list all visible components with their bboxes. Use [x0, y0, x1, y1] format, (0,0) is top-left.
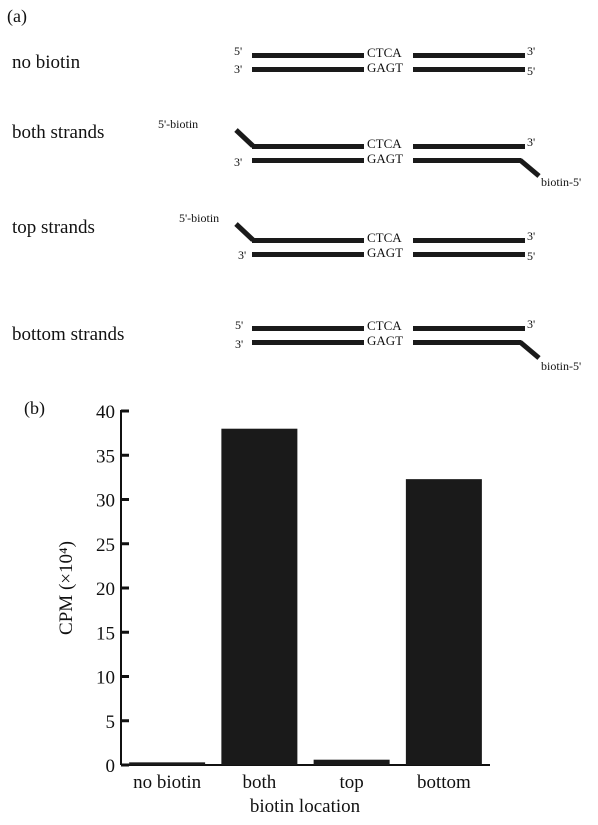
top-strand-right-end: 3': [527, 135, 536, 149]
top-strand-right-segment: [413, 326, 525, 331]
y-tick-label: 30: [96, 491, 115, 512]
bar-both: [221, 428, 298, 765]
x-tick-label: both: [242, 772, 276, 793]
panel-b-label: (b): [24, 398, 45, 419]
y-tick-label: 25: [96, 535, 115, 556]
bottom-strand-right-end: biotin-5': [541, 359, 582, 373]
y-tick-label: 20: [96, 579, 115, 600]
top-strand-sequence: CTCA: [367, 136, 402, 151]
y-tick-label: 35: [96, 446, 115, 467]
top-strand-right-end: 3': [527, 317, 536, 331]
biotin-linker-top-top: [234, 222, 255, 242]
x-tick-labels: no biotin both top bottom: [133, 772, 471, 793]
x-axis-title: biotin location: [250, 796, 361, 817]
row-label-bottom-strands: bottom strands: [12, 324, 125, 345]
bottom-strand-sequence: GAGT: [367, 333, 404, 348]
top-strand-sequence: CTCA: [367, 318, 402, 333]
bottom-strand-left-end: 3': [234, 62, 243, 76]
top-strand-left-segment: [252, 144, 364, 149]
bar-bottom: [405, 479, 482, 765]
top-strand-left-end: 5': [234, 44, 243, 58]
bottom-strand-left-end: 3': [235, 337, 244, 351]
top-strand-left-segment: [252, 326, 364, 331]
top-strand-left-segment: [252, 238, 364, 243]
top-strand-sequence: CTCA: [367, 230, 402, 245]
x-tick-label: bottom: [417, 772, 471, 793]
bottom-strand-right-segment: [413, 340, 521, 345]
biotin-linker-top-both: [234, 128, 255, 148]
top-strand-right-segment: [413, 144, 525, 149]
y-tick-label: 15: [96, 623, 115, 644]
bars: [129, 428, 482, 765]
y-tick-label: 10: [96, 668, 115, 689]
x-tick-label: top: [339, 772, 363, 793]
panel-a-label: (a): [7, 6, 27, 26]
bottom-strand-left-segment: [252, 340, 364, 345]
top-strand-right-end: 3': [527, 44, 536, 58]
bottom-strand-right-segment: [413, 252, 525, 257]
bottom-strand-left-segment: [252, 67, 364, 72]
top-strand-left-segment: [252, 53, 364, 58]
bar-top: [313, 759, 390, 765]
row-label-no-biotin: no biotin: [12, 52, 81, 73]
bottom-strand-left-end: 3': [238, 248, 247, 262]
top-strand-right-end: 3': [527, 229, 536, 243]
row-label-top-strands: top strands: [12, 217, 95, 238]
top-strand-left-end: 5'-biotin: [179, 211, 220, 225]
bottom-strand-left-segment: [252, 252, 364, 257]
top-strand-right-segment: [413, 238, 525, 243]
y-axis-title: CPM (×10⁴): [56, 541, 77, 635]
top-strand-left-end: 5'-biotin: [158, 117, 199, 131]
row-label-both-strands: both strands: [12, 122, 105, 143]
top-strand-left-end: 5': [235, 318, 244, 332]
bottom-strand-right-end: 5': [527, 249, 536, 263]
top-strand-right-segment: [413, 53, 525, 58]
y-tick-label: 0: [106, 756, 116, 777]
bottom-strand-left-segment: [252, 158, 364, 163]
bottom-strand-right-segment: [413, 158, 521, 163]
bottom-strand-sequence: GAGT: [367, 60, 404, 75]
top-strand-sequence: CTCA: [367, 45, 402, 60]
bottom-strand-right-end: 5': [527, 64, 536, 78]
biotin-linkers: [234, 128, 541, 360]
y-ticks: 0 5 10 15 20 25 30 35 40: [96, 402, 129, 777]
bottom-strand-sequence: GAGT: [367, 151, 404, 166]
bottom-strand-left-end: 3': [234, 155, 243, 169]
biotin-linker-bottom-bottom: [518, 340, 541, 360]
bar-no-biotin: [129, 762, 206, 765]
y-tick-label: 5: [106, 712, 116, 733]
bottom-strand-right-segment: [413, 67, 525, 72]
bottom-strand-sequence: GAGT: [367, 245, 404, 260]
y-tick-label: 40: [96, 402, 115, 423]
biotin-linker-bottom-both: [518, 158, 541, 178]
bottom-strand-right-end: biotin-5': [541, 175, 582, 189]
x-tick-label: no biotin: [133, 772, 202, 793]
